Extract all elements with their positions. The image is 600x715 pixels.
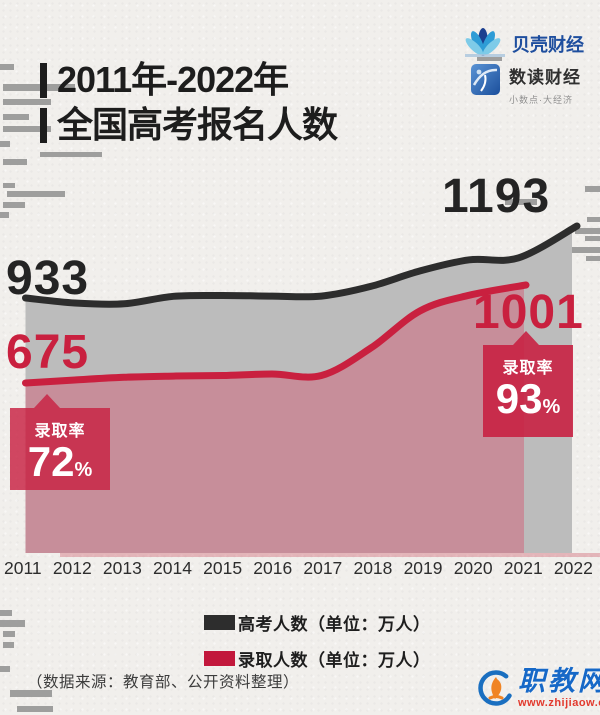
legend-item-luqu: 录取人数（单位：万人） [204, 646, 431, 671]
artifact-dash [0, 141, 10, 147]
page-title: 2011年-2022年 全国高考报名人数 [40, 62, 338, 152]
logo-beike-caijing: 贝壳财经 [461, 26, 584, 61]
data-label-675: 675 [6, 326, 90, 379]
shell-icon [461, 26, 505, 61]
artifact-dash [0, 620, 25, 627]
callout-admission-rate-2011: 录取率 72% [10, 394, 110, 490]
title-years: 2011年-2022年 [57, 59, 289, 100]
callout-value-row: 93% [496, 378, 561, 420]
line-luqu [22, 281, 530, 387]
artifact-dash [563, 247, 600, 253]
x-tick-2022: 2022 [553, 558, 593, 578]
artifact-dash [40, 152, 102, 157]
legend-swatch-red [204, 651, 235, 666]
title-subject: 全国高考报名人数 [57, 104, 338, 145]
x-tick-2020: 2020 [453, 558, 493, 578]
data-label-1193: 1193 [442, 170, 551, 223]
title-bar-icon [40, 62, 47, 98]
x-tick-2018: 2018 [353, 558, 393, 578]
logo-beike-label: 贝壳财经 [512, 34, 584, 55]
x-tick-2012: 2012 [52, 558, 92, 578]
artifact-dash [3, 159, 27, 165]
x-tick-2016: 2016 [253, 558, 293, 578]
logo-beike-subtext [465, 54, 505, 57]
artifact-dash [586, 256, 600, 261]
logo-shudu-label: 数读财经 [509, 68, 581, 87]
area-luqu [25, 285, 524, 553]
logo-shudu-caijing: 数读财经 小数点·大经济 [471, 63, 581, 106]
callout-label: 录取率 [502, 360, 554, 377]
artifact-dash [3, 126, 51, 132]
callout-value: 72 [27, 438, 75, 485]
artifact-dash [585, 236, 600, 241]
area-bottom-edge [60, 553, 600, 557]
artifact-dash [587, 217, 600, 222]
x-tick-2015: 2015 [203, 558, 243, 578]
watermark-site-name: 职教网 [518, 666, 600, 696]
globe-icon [471, 63, 500, 106]
artifact-dash [3, 183, 15, 188]
artifact-dash [3, 84, 75, 91]
callout-label: 录取率 [34, 423, 86, 440]
title-line-2: 全国高考报名人数 [40, 104, 338, 145]
zhijiaow-logo-icon [476, 668, 516, 715]
artifact-dash [0, 212, 9, 218]
logo-shudu-tagline: 小数点·大经济 [509, 95, 573, 105]
artifact-dash [3, 642, 14, 648]
legend-label: 高考人数（单位：万人） [238, 615, 431, 634]
artifact-dash [3, 631, 15, 637]
artifact-dash [0, 610, 12, 616]
artifact-dash [0, 64, 14, 70]
x-tick-2014: 2014 [153, 558, 192, 578]
legend: 高考人数（单位：万人） 录取人数（单位：万人） [204, 610, 431, 682]
data-source-note: （数据来源：教育部、公开资料整理） [27, 674, 300, 691]
x-tick-2017: 2017 [303, 558, 343, 578]
x-tick-2011: 2011 [4, 558, 42, 578]
legend-item-gaokao: 高考人数（单位：万人） [204, 610, 431, 635]
site-watermark: 职教网 www.zhijiaow.com [476, 668, 600, 715]
artifact-dash [575, 228, 600, 234]
percent-suffix: % [542, 396, 561, 418]
legend-swatch-black [204, 615, 235, 630]
artifact-dash [7, 191, 65, 197]
artifact-dash [585, 186, 600, 192]
line-gaokao [22, 222, 581, 308]
x-tick-2013: 2013 [102, 558, 142, 578]
callout-value-row: 72% [28, 441, 93, 483]
x-axis: 2011 2012 2013 2014 2015 2016 2017 2018 … [4, 558, 593, 579]
artifact-dash [505, 199, 537, 205]
artifact-dash [3, 99, 51, 105]
data-label-933: 933 [6, 252, 90, 305]
data-label-1001: 1001 [473, 286, 584, 339]
artifact-dash [3, 202, 25, 208]
callout-value: 93 [495, 375, 543, 422]
x-tick-2021: 2021 [503, 558, 543, 578]
legend-label: 录取人数（单位：万人） [238, 651, 431, 670]
artifact-dash [17, 706, 53, 712]
title-line-1: 2011年-2022年 [40, 62, 337, 98]
x-tick-2019: 2019 [403, 558, 443, 578]
artifact-dash [477, 57, 502, 61]
watermark-url: www.zhijiaow.com [518, 697, 600, 709]
callout-admission-rate-2021: 录取率 93% [483, 331, 573, 437]
artifact-dash [0, 666, 10, 672]
percent-suffix: % [74, 459, 93, 481]
artifact-dash [10, 690, 52, 697]
title-bar-icon [40, 107, 47, 143]
artifact-dash [3, 114, 29, 120]
